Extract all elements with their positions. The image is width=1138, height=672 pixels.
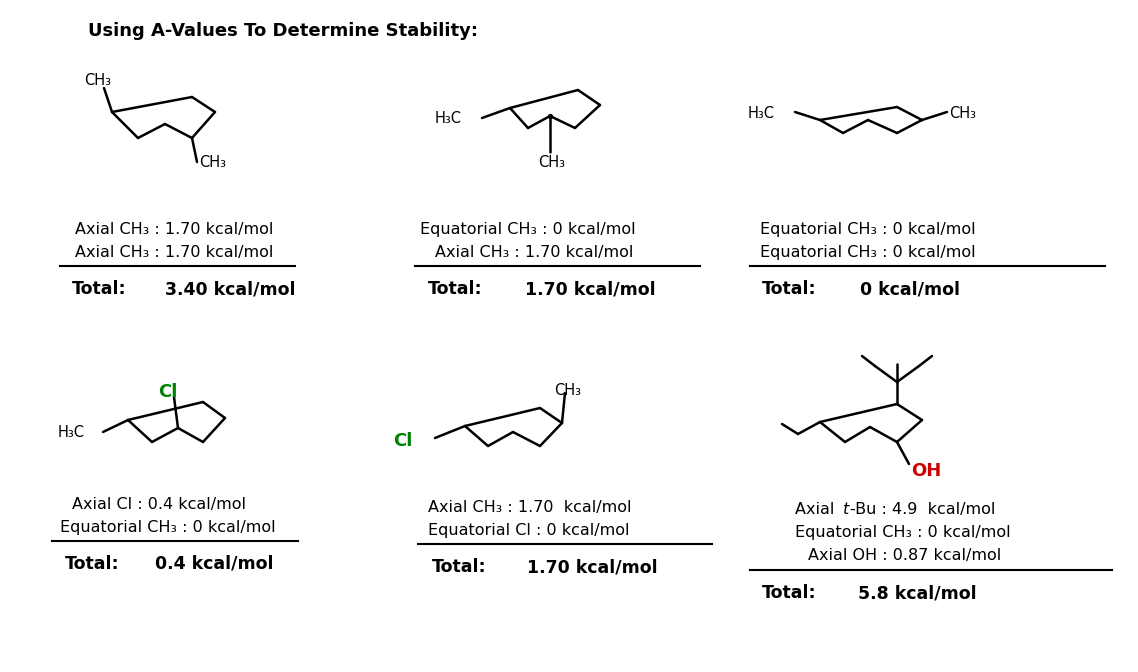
Text: Axial CH₃ : 1.70  kcal/mol: Axial CH₃ : 1.70 kcal/mol [428, 500, 632, 515]
Text: CH₃: CH₃ [84, 73, 112, 88]
Text: 0 kcal/mol: 0 kcal/mol [860, 280, 960, 298]
Text: 3.40 kcal/mol: 3.40 kcal/mol [165, 280, 296, 298]
Text: OH: OH [912, 462, 941, 480]
Text: Equatorial CH₃ : 0 kcal/mol: Equatorial CH₃ : 0 kcal/mol [795, 525, 1011, 540]
Text: Using A-Values To Determine Stability:: Using A-Values To Determine Stability: [88, 22, 478, 40]
Text: CH₃: CH₃ [199, 155, 226, 170]
Text: Equatorial CH₃ : 0 kcal/mol: Equatorial CH₃ : 0 kcal/mol [760, 245, 975, 260]
Text: Axial Cl : 0.4 kcal/mol: Axial Cl : 0.4 kcal/mol [72, 497, 246, 512]
Text: Axial OH : 0.87 kcal/mol: Axial OH : 0.87 kcal/mol [808, 548, 1001, 563]
Text: Equatorial Cl : 0 kcal/mol: Equatorial Cl : 0 kcal/mol [428, 523, 629, 538]
Text: Equatorial CH₃ : 0 kcal/mol: Equatorial CH₃ : 0 kcal/mol [60, 520, 275, 535]
Text: H₃C: H₃C [435, 111, 462, 126]
Text: Axial CH₃ : 1.70 kcal/mol: Axial CH₃ : 1.70 kcal/mol [435, 245, 634, 260]
Text: CH₃: CH₃ [949, 106, 976, 121]
Text: Total:: Total: [428, 280, 483, 298]
Text: Axial: Axial [795, 502, 840, 517]
Text: Equatorial CH₃ : 0 kcal/mol: Equatorial CH₃ : 0 kcal/mol [420, 222, 636, 237]
Text: 1.70 kcal/mol: 1.70 kcal/mol [525, 280, 655, 298]
Text: Cl: Cl [158, 383, 178, 401]
Text: -Bu : 4.9  kcal/mol: -Bu : 4.9 kcal/mol [850, 502, 996, 517]
Text: Cl: Cl [393, 432, 412, 450]
Text: 5.8 kcal/mol: 5.8 kcal/mol [858, 584, 976, 602]
Text: H₃C: H₃C [58, 425, 85, 440]
Text: Total:: Total: [762, 280, 817, 298]
Text: 0.4 kcal/mol: 0.4 kcal/mol [155, 555, 273, 573]
Text: CH₃: CH₃ [538, 155, 564, 170]
Text: CH₃: CH₃ [554, 383, 582, 398]
Text: t: t [843, 502, 849, 517]
Text: Total:: Total: [762, 584, 817, 602]
Text: Axial CH₃ : 1.70 kcal/mol: Axial CH₃ : 1.70 kcal/mol [75, 222, 273, 237]
Text: H₃C: H₃C [748, 106, 775, 121]
Text: Total:: Total: [72, 280, 126, 298]
Text: Total:: Total: [65, 555, 119, 573]
Text: 1.70 kcal/mol: 1.70 kcal/mol [527, 558, 658, 576]
Text: Axial CH₃ : 1.70 kcal/mol: Axial CH₃ : 1.70 kcal/mol [75, 245, 273, 260]
Text: Total:: Total: [432, 558, 487, 576]
Text: Equatorial CH₃ : 0 kcal/mol: Equatorial CH₃ : 0 kcal/mol [760, 222, 975, 237]
